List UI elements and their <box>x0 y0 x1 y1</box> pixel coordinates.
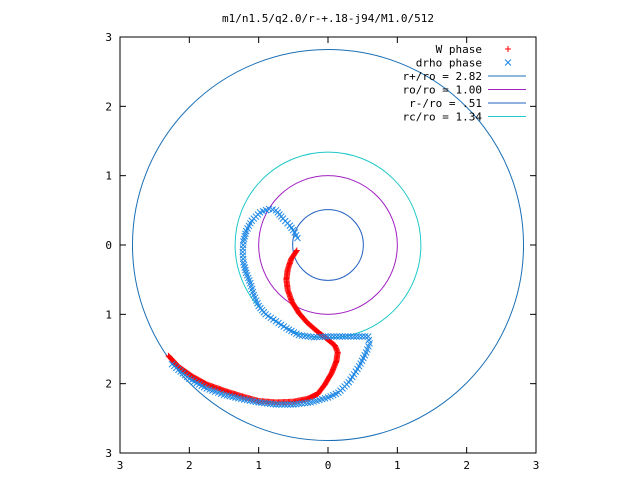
drho-phase-point <box>358 333 366 340</box>
drho-phase-point <box>336 333 343 340</box>
drho-phase-point <box>355 333 363 340</box>
drho-phase-point <box>258 399 265 407</box>
x-tick-label: 3 <box>533 459 540 472</box>
chart-title: m1/n1.5/q2.0/r-+.18-j94/M1.0/512 <box>222 12 434 25</box>
legend-label: W phase <box>436 43 482 56</box>
x-tick-label: 1 <box>255 459 262 472</box>
drho-phase-point <box>281 401 289 408</box>
drho-phase-point <box>330 333 338 340</box>
x-tick-label: 0 <box>325 459 332 472</box>
drho-phase-point <box>261 399 268 407</box>
drho-phase-point <box>350 333 358 340</box>
legend-label: rc/ro = 1.34 <box>403 111 483 124</box>
drho-phase-point <box>319 333 326 341</box>
y-tick-label: 2 <box>105 378 112 391</box>
drho-phase-point <box>347 333 355 340</box>
x-tick-label: 1 <box>394 459 401 472</box>
drho-phase-point <box>295 400 303 408</box>
drho-phase-point <box>242 266 249 274</box>
drho-phase-point <box>263 400 271 407</box>
drho-phase-point <box>289 401 297 408</box>
drho-phase-point <box>353 333 360 340</box>
drho-phase-point <box>327 333 335 340</box>
drho-phase-point <box>324 333 332 340</box>
y-tick-label: 0 <box>105 239 112 252</box>
drho-phase-point <box>275 401 283 408</box>
circle-ro-ring <box>258 175 398 315</box>
w-phase-point <box>293 248 300 255</box>
x-tick-label: 3 <box>117 459 124 472</box>
drho-phase-point <box>341 333 349 340</box>
w-phase-point <box>293 247 300 254</box>
legend-label: r+/ro = 2.82 <box>403 70 482 83</box>
drho-phase-point <box>361 333 369 340</box>
phase-series <box>165 205 373 408</box>
y-tick-label: 1 <box>105 170 112 183</box>
w-phase-point <box>505 46 511 52</box>
legend-label: ro/ro = 1.00 <box>403 84 482 97</box>
drho-phase-point <box>313 333 321 341</box>
circle-r-ring <box>292 209 364 281</box>
drho-phase-point <box>284 401 291 408</box>
drho-phase-point <box>292 400 300 408</box>
drho-phase-point <box>339 333 346 340</box>
drho-phase-point <box>333 333 341 340</box>
legend-label: drho phase <box>416 57 482 70</box>
drho-phase-point <box>298 400 306 407</box>
y-tick-label: 3 <box>105 447 112 460</box>
drho-phase-point <box>269 400 277 408</box>
drho-phase-point <box>301 399 309 407</box>
drho-phase-point <box>278 401 286 408</box>
drho-phase-point <box>344 333 352 340</box>
drho-phase-point <box>316 333 324 341</box>
drho-phase-point <box>321 333 329 341</box>
circle-r-ring <box>131 48 525 442</box>
x-tick-label: 2 <box>463 459 470 472</box>
legend-label: r-/ro = .51 <box>409 97 482 110</box>
drho-phase-point <box>240 235 248 243</box>
drho-phase-point <box>266 400 274 408</box>
drho-phase-point <box>364 333 372 340</box>
drho-phase-point <box>294 234 301 242</box>
y-tick-label: 1 <box>105 308 112 321</box>
y-tick-label: 3 <box>105 31 112 44</box>
drho-phase-point <box>504 59 512 66</box>
drho-phase-point <box>272 401 280 408</box>
drho-phase-point <box>304 399 312 407</box>
drho-phase-series <box>168 205 373 408</box>
drho-phase-point <box>255 399 263 406</box>
drho-phase-point <box>287 401 294 408</box>
y-tick-label: 2 <box>105 100 112 113</box>
x-tick-label: 2 <box>186 459 193 472</box>
